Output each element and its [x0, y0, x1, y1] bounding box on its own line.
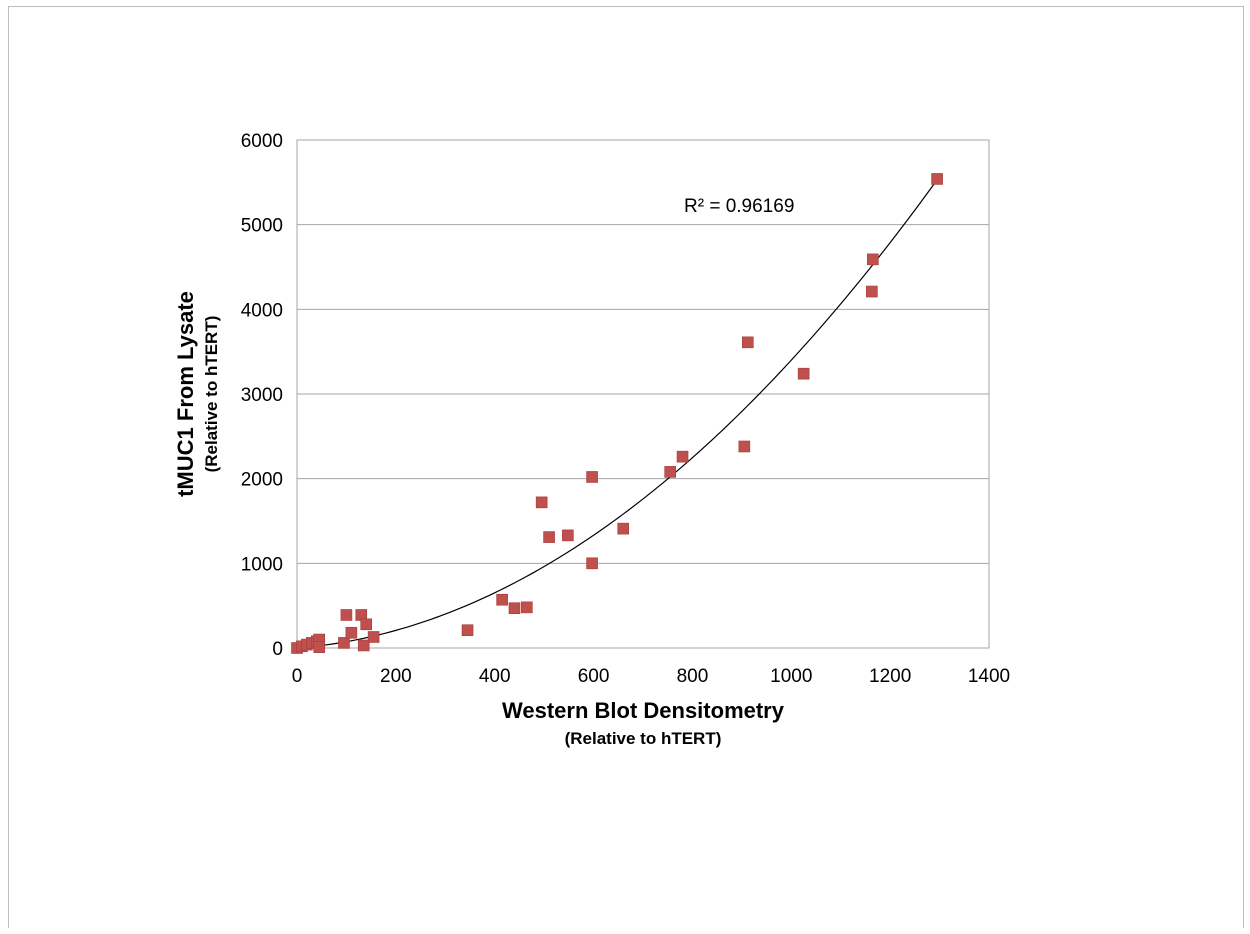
data-point — [676, 450, 689, 463]
x-tick-labels: 0 200 400 600 800 1000 1200 1400 — [292, 666, 1010, 687]
x-tick-label: 200 — [380, 666, 412, 687]
data-point — [508, 602, 521, 615]
data-point — [367, 631, 380, 643]
x-axis-title: Western Blot Densitometry — [502, 698, 785, 723]
x-tick-label: 1000 — [770, 666, 812, 687]
x-axis-subtitle: (Relative to hTERT) — [565, 729, 722, 748]
data-point — [535, 496, 548, 509]
x-tick-label: 1200 — [869, 666, 911, 687]
y-axis-subtitle: (Relative to hTERT) — [202, 316, 221, 473]
data-point — [357, 639, 370, 652]
data-point — [313, 641, 326, 653]
r-squared-annotation: R² = 0.96169 — [684, 196, 794, 217]
y-tick-label: 0 — [272, 639, 283, 660]
data-point — [562, 529, 574, 542]
data-point — [338, 637, 350, 649]
x-tick-label: 600 — [578, 666, 610, 687]
y-tick-labels: 0 1000 2000 3000 4000 5000 6000 — [241, 131, 283, 660]
y-tick-label: 3000 — [241, 385, 283, 406]
data-point — [867, 253, 879, 266]
y-tick-label: 6000 — [241, 131, 283, 152]
data-point — [741, 336, 754, 349]
x-tick-label: 800 — [677, 666, 709, 687]
data-point — [738, 440, 751, 453]
x-tick-label: 1400 — [968, 666, 1010, 687]
data-point — [461, 624, 474, 637]
data-point — [360, 618, 373, 631]
trendline — [296, 176, 941, 649]
data-point — [340, 609, 353, 621]
data-point — [866, 285, 878, 298]
data-point — [521, 601, 533, 614]
data-points — [291, 173, 943, 654]
gridlines — [297, 224, 989, 564]
data-point — [797, 367, 810, 380]
slide-frame — [8, 6, 1244, 928]
y-tick-label: 4000 — [241, 300, 283, 321]
y-tick-label: 2000 — [241, 470, 283, 491]
data-point — [617, 522, 630, 535]
data-point — [586, 557, 598, 570]
data-point — [586, 471, 598, 483]
y-tick-label: 1000 — [241, 554, 283, 575]
x-tick-label: 0 — [292, 666, 303, 687]
x-tick-label: 400 — [479, 666, 511, 687]
data-point — [664, 466, 676, 478]
data-point — [931, 173, 943, 185]
data-point — [496, 593, 508, 606]
y-tick-label: 5000 — [241, 216, 283, 237]
data-point — [543, 531, 555, 543]
y-axis-title: tMUC1 From Lysate — [173, 291, 198, 497]
data-point — [345, 626, 358, 639]
